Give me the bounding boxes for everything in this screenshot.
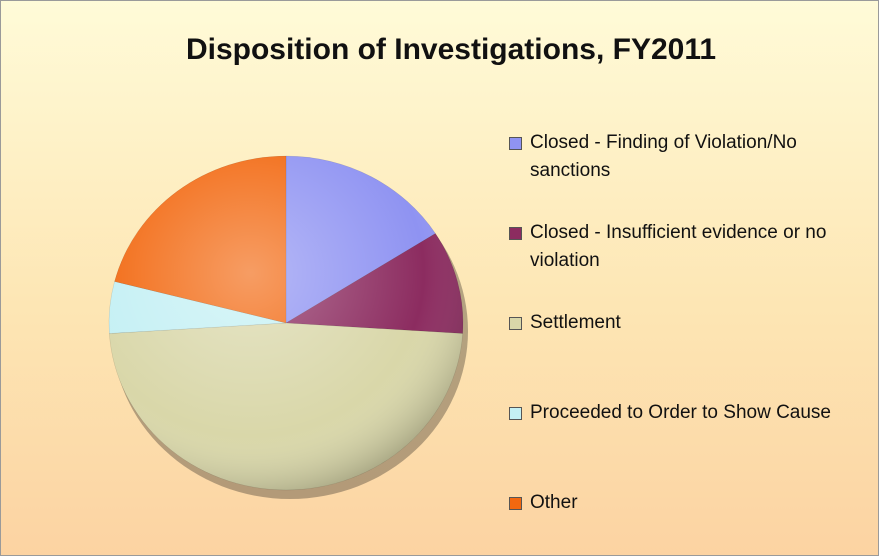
legend-item: Proceeded to Order to Show Cause	[509, 399, 869, 427]
legend-swatch	[509, 227, 522, 240]
legend-label: Closed - Finding of Violation/No sanctio…	[530, 132, 797, 181]
legend-label: Closed - Insufficient evidence or no vio…	[530, 222, 827, 271]
legend-item: Settlement	[509, 309, 869, 337]
legend-item: Closed - Insufficient evidence or no vio…	[509, 219, 869, 275]
legend-swatch	[509, 497, 522, 510]
legend-swatch	[509, 407, 522, 420]
legend-label: Other	[530, 492, 578, 513]
legend-label: Settlement	[530, 312, 621, 333]
legend-item: Other	[509, 489, 869, 517]
chart-title: Disposition of Investigations, FY2011	[185, 33, 717, 66]
legend-swatch	[509, 137, 522, 150]
legend-swatch	[509, 317, 522, 330]
legend-label: Proceeded to Order to Show Cause	[530, 402, 832, 423]
pie-slice	[109, 322, 463, 491]
legend-item: Closed - Finding of Violation/No sanctio…	[509, 129, 869, 185]
